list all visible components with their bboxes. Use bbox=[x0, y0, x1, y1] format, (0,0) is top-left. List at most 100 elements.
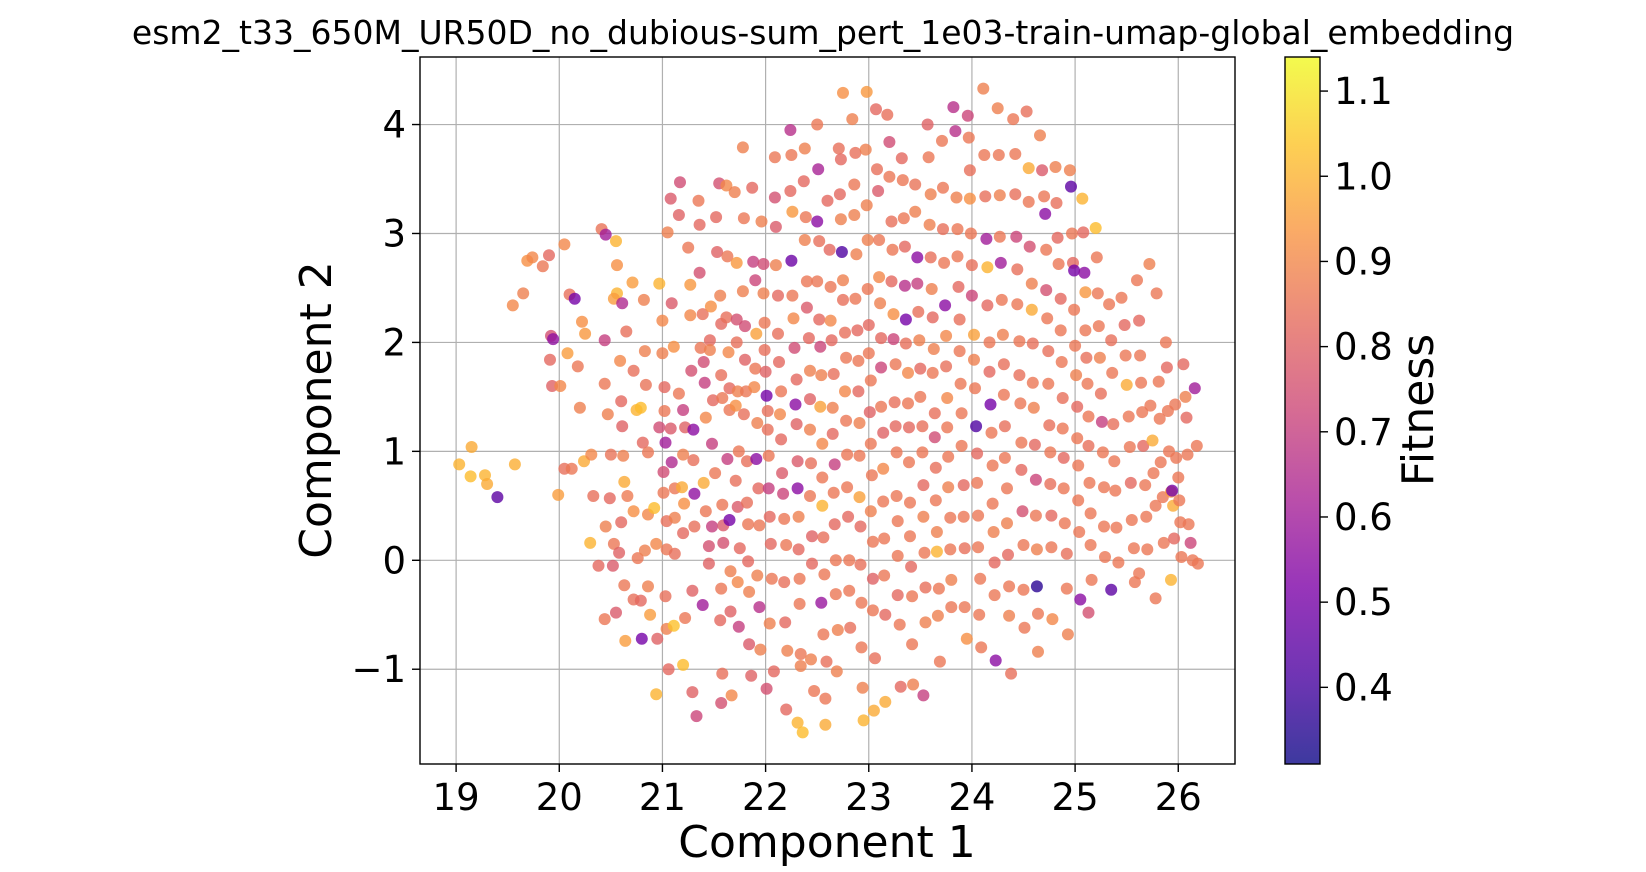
scatter-point bbox=[964, 227, 977, 240]
scatter-point bbox=[850, 248, 863, 261]
scatter-point bbox=[1127, 542, 1140, 555]
scatter-point bbox=[793, 597, 806, 610]
x-tick-label: 24 bbox=[948, 776, 995, 819]
scatter-point bbox=[1089, 222, 1102, 234]
scatter-point bbox=[794, 660, 807, 672]
scatter-point bbox=[897, 212, 910, 225]
scatter-point bbox=[991, 102, 1004, 115]
scatter-point bbox=[988, 589, 1001, 602]
scatter-point bbox=[707, 394, 719, 407]
scatter-point bbox=[811, 275, 824, 288]
scatter-point bbox=[1016, 505, 1029, 518]
scatter-point bbox=[914, 362, 927, 375]
scatter-point bbox=[811, 215, 824, 228]
scatter-point bbox=[1096, 446, 1109, 459]
scatter-point bbox=[1050, 197, 1063, 209]
scatter-point bbox=[834, 153, 847, 166]
scatter-point bbox=[885, 215, 898, 228]
scatter-point bbox=[814, 400, 827, 413]
scatter-point bbox=[1056, 392, 1069, 404]
colorbar-tick-label: 0.5 bbox=[1334, 581, 1393, 624]
scatter-point bbox=[879, 695, 892, 708]
scatter-point bbox=[899, 337, 912, 350]
scatter-point bbox=[856, 681, 869, 694]
scatter-point bbox=[844, 621, 857, 634]
scatter-point bbox=[1065, 180, 1077, 193]
y-tick-label: 4 bbox=[382, 104, 406, 147]
scatter-point bbox=[720, 179, 733, 192]
scatter-point bbox=[696, 308, 709, 321]
scatter-point bbox=[1125, 514, 1138, 526]
scatter-point bbox=[737, 212, 750, 225]
y-tick-label: −1 bbox=[351, 648, 406, 691]
scatter-point bbox=[696, 599, 709, 611]
scatter-point bbox=[926, 311, 939, 324]
scatter-point bbox=[977, 82, 990, 95]
scatter-point bbox=[585, 448, 598, 461]
scatter-point bbox=[1049, 161, 1062, 173]
scatter-point bbox=[568, 292, 581, 305]
scatter-point bbox=[650, 537, 663, 550]
scatter-point bbox=[861, 234, 874, 246]
scatter-point bbox=[937, 223, 949, 236]
scatter-point bbox=[1009, 188, 1022, 201]
scatter-point bbox=[661, 226, 674, 239]
y-tick-label: 3 bbox=[382, 212, 406, 255]
scatter-point bbox=[620, 325, 633, 338]
scatter-point bbox=[721, 250, 734, 263]
scatter-point bbox=[873, 271, 886, 284]
scatter-point bbox=[937, 181, 949, 194]
scatter-point bbox=[618, 475, 631, 488]
scatter-point bbox=[808, 685, 821, 697]
scatter-point bbox=[909, 205, 922, 218]
scatter-point bbox=[848, 209, 861, 221]
scatter-point bbox=[1165, 573, 1177, 586]
scatter-point bbox=[592, 559, 605, 572]
scatter-point bbox=[819, 692, 832, 705]
scatter-point bbox=[1110, 521, 1123, 534]
scatter-point bbox=[942, 481, 955, 494]
scatter-point bbox=[677, 448, 690, 461]
scatter-point bbox=[947, 101, 960, 114]
y-axis-label: Component 2 bbox=[291, 261, 342, 558]
scatter-point bbox=[558, 238, 571, 251]
scatter-point bbox=[748, 381, 761, 394]
scatter-point bbox=[687, 454, 700, 467]
scatter-point bbox=[653, 421, 666, 434]
scatter-point bbox=[843, 584, 856, 597]
scatter-point bbox=[1105, 334, 1118, 347]
scatter-point bbox=[753, 601, 766, 614]
scatter-point bbox=[781, 644, 794, 657]
scatter-point bbox=[824, 314, 837, 327]
scatter-point bbox=[1105, 583, 1118, 596]
scatter-point bbox=[855, 641, 868, 654]
scatter-point bbox=[1103, 298, 1116, 311]
scatter-point bbox=[702, 557, 715, 570]
scatter-point bbox=[1146, 434, 1159, 447]
scatter-point bbox=[1057, 451, 1070, 464]
scatter-point bbox=[1099, 551, 1111, 563]
scatter-point bbox=[607, 537, 620, 550]
scatter-point bbox=[662, 663, 675, 676]
scatter-point bbox=[780, 703, 793, 716]
scatter-point bbox=[547, 333, 560, 346]
scatter-point bbox=[911, 277, 924, 290]
scatter-point bbox=[1015, 463, 1028, 476]
scatter-point bbox=[659, 436, 672, 449]
scatter-point bbox=[677, 658, 690, 671]
scatter-point bbox=[1026, 376, 1039, 389]
scatter-point bbox=[877, 462, 890, 475]
scatter-point bbox=[672, 387, 685, 400]
scatter-point bbox=[1106, 366, 1119, 379]
scatter-point bbox=[688, 520, 701, 533]
scatter-point bbox=[917, 689, 930, 702]
scatter-point bbox=[997, 388, 1010, 401]
scatter-point bbox=[930, 545, 943, 558]
scatter-point bbox=[916, 420, 929, 433]
scatter-point bbox=[866, 572, 879, 585]
scatter-point bbox=[573, 401, 586, 414]
scatter-point bbox=[944, 511, 957, 524]
scatter-point bbox=[983, 336, 996, 349]
scatter-point bbox=[981, 261, 994, 274]
scatter-point bbox=[1066, 227, 1078, 240]
